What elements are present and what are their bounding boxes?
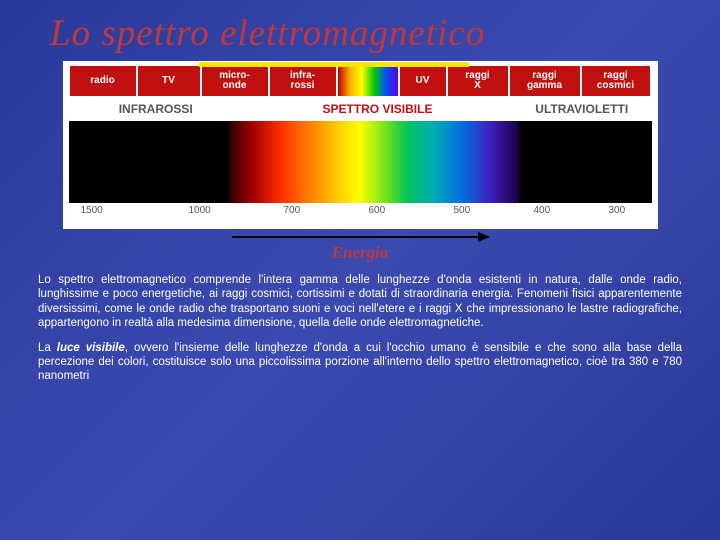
band-UV: UV — [399, 65, 447, 97]
tick-500: 500 — [454, 205, 471, 216]
section-labels: INFRAROSSI SPETTRO VISIBILE ULTRAVIOLETT… — [69, 97, 652, 121]
tick-1500: 1500 — [81, 205, 103, 216]
band-micro--onde: micro-onde — [201, 65, 269, 97]
p2-bold: luce visibile — [57, 342, 125, 354]
tick-700: 700 — [284, 205, 301, 216]
band-raggi-cosmici: raggicosmici — [581, 65, 651, 97]
infrared-region — [69, 121, 229, 203]
spectrum-diagram: radioTVmicro-ondeinfra-rossiUVraggiXragg… — [63, 61, 658, 229]
visible-gradient — [229, 121, 519, 203]
band-TV: TV — [137, 65, 201, 97]
p2-prefix: La — [38, 342, 57, 354]
highlight-bar — [199, 62, 469, 67]
spectrum-strip — [69, 121, 652, 203]
label-uv: ULTRAVIOLETTI — [512, 102, 652, 116]
wavelength-scale: 1500 1000 700 600 500 400 300 — [69, 203, 652, 221]
uv-region — [519, 121, 652, 203]
tick-400: 400 — [534, 205, 551, 216]
label-visible: SPETTRO VISIBILE — [243, 102, 512, 116]
band-raggi-gamma: raggigamma — [509, 65, 581, 97]
band-visible — [337, 65, 399, 97]
page-title: Lo spettro elettromagnetico — [0, 0, 720, 59]
bands-row: radioTVmicro-ondeinfra-rossiUVraggiXragg… — [69, 65, 652, 97]
paragraph-2: La luce visibile, ovvero l'insieme delle… — [0, 331, 720, 384]
label-infrared: INFRAROSSI — [69, 102, 243, 116]
energy-label: Energia — [0, 243, 720, 263]
p2-rest: , ovvero l'insieme delle lunghezze d'ond… — [38, 342, 682, 383]
band-infra--rossi: infra-rossi — [269, 65, 337, 97]
band-raggi-X: raggiX — [447, 65, 509, 97]
band-radio: radio — [69, 65, 137, 97]
tick-1000: 1000 — [189, 205, 211, 216]
tick-600: 600 — [369, 205, 386, 216]
paragraph-1: Lo spettro elettromagnetico comprende l'… — [0, 263, 720, 331]
tick-300: 300 — [609, 205, 626, 216]
